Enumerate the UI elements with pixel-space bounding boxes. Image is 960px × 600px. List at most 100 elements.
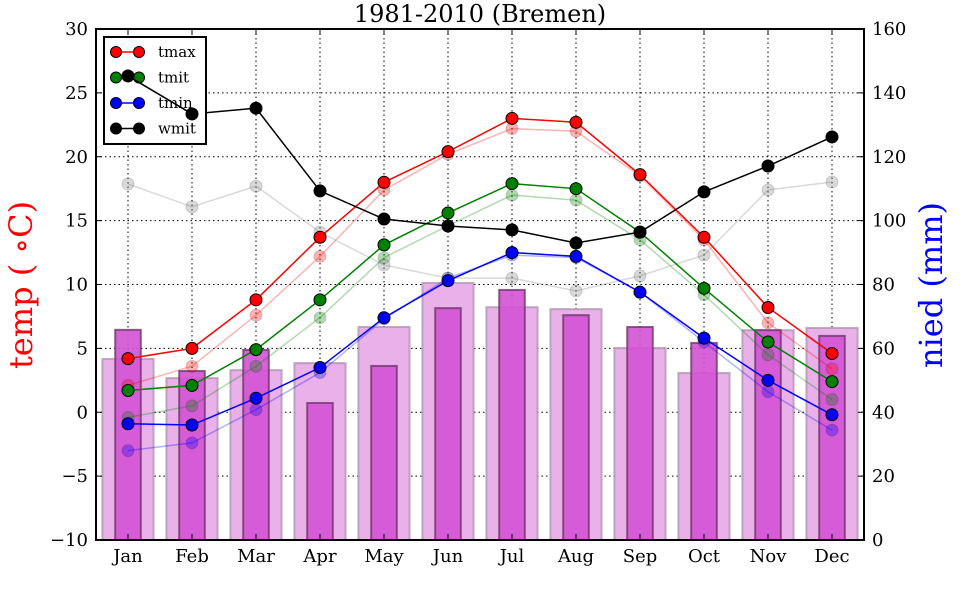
legend-label-tmit: tmit [158,69,189,87]
point-wmit-reference [249,179,263,193]
line-tmax [127,117,833,360]
legend-marker [133,97,145,109]
point-tmin [697,331,711,345]
point-tmin [441,274,455,288]
x-tick-label: Jul [498,546,525,567]
y-tick-label-right: 80 [872,275,895,296]
x-tick-label: Apr [302,546,337,567]
y-tick-label-left: −5 [61,466,88,487]
point-wmit [441,219,455,233]
x-tick-label: Mar [237,546,275,567]
point-wmit-overlay [185,107,199,121]
point-tmit [185,378,199,392]
point-tmit-reference [249,359,263,373]
bar-nied [498,288,526,541]
legend-marker [133,71,145,84]
y-tick-label-left: 10 [65,275,88,296]
line-wmit [127,75,833,244]
y-tick-label-left: 15 [65,211,88,232]
point-tmax [505,111,519,125]
point-wmit [505,223,519,237]
precipitation-bars [101,281,859,542]
point-tmax [569,115,583,129]
point-tmin [633,285,647,299]
bar-nied [690,341,718,541]
point-tmin [761,373,775,387]
point-tmax-reference [761,316,775,330]
point-wmit-reference [185,200,199,214]
point-tmit-reference [185,399,199,413]
point-tmit-reference [377,251,391,265]
point-tmit [313,293,327,307]
y-tick-label-left: 30 [65,19,88,40]
point-tmit [569,182,583,196]
point-wmit-reference [633,269,647,283]
point-wmit-reference [569,284,583,298]
point-tmin [569,249,583,263]
point-tmit-reference [569,193,583,207]
legend-marker [110,46,122,58]
y-tick-label-left: −10 [50,530,88,551]
y-tick-label-right: 120 [872,147,906,168]
point-wmit [377,212,391,226]
point-tmin [825,408,839,422]
y-tick-label-right: 160 [872,19,906,40]
point-wmit-reference [121,177,135,191]
point-tmax [441,145,455,159]
line-tmit-reference [127,194,833,419]
point-tmin [185,418,199,432]
x-tick-label: Aug [557,546,594,567]
point-tmax-reference [313,249,327,263]
point-tmit [121,384,135,398]
line-tmax-reference [127,127,833,387]
point-tmin-reference [761,385,775,399]
point-tmit [505,177,519,191]
point-tmin [313,361,327,375]
line-tmin [127,251,833,426]
point-tmin [249,391,263,405]
x-tick-label: Jun [431,546,464,567]
bar-nied [114,328,142,541]
point-tmax-reference [185,359,199,373]
point-wmit-reference [377,258,391,272]
y-tick-label-left: 5 [77,338,88,359]
point-tmax [697,230,711,244]
bar-nied [242,348,270,541]
y-tick-label-left: 20 [65,147,88,168]
x-tick-label: Jan [111,546,143,567]
y-tick-label-right: 20 [872,466,895,487]
point-tmax [761,300,775,314]
bar-nied [434,307,462,542]
point-tmit [761,335,775,349]
point-tmax [825,346,839,360]
point-tmax [313,230,327,244]
y-tick-label-right: 40 [872,402,895,423]
legend-marker [110,122,122,135]
point-tmax [633,168,647,182]
point-wmit-reference [697,248,711,262]
point-wmit-overlay [121,69,135,83]
legend-marker [133,46,145,58]
y-tick-label-right: 0 [872,530,883,551]
point-tmin-reference [825,423,839,437]
x-tick-label: Nov [750,546,788,567]
y-tick-label-right: 60 [872,338,895,359]
point-tmin-reference [249,403,263,417]
point-wmit [697,185,711,199]
point-tmit [249,343,263,357]
point-tmax [377,175,391,189]
y-axis-left-label: temp ( ∘C) [2,201,40,369]
point-tmin [121,417,135,431]
point-wmit [569,236,583,250]
point-tmax [185,341,199,355]
point-tmit [825,375,839,389]
point-tmit-reference [505,188,519,202]
point-tmax-reference [249,308,263,322]
point-tmax-reference [825,362,839,376]
point-wmit [313,184,327,198]
bar-nied [626,325,654,541]
point-tmax [121,352,135,366]
bar-nied [370,364,398,541]
